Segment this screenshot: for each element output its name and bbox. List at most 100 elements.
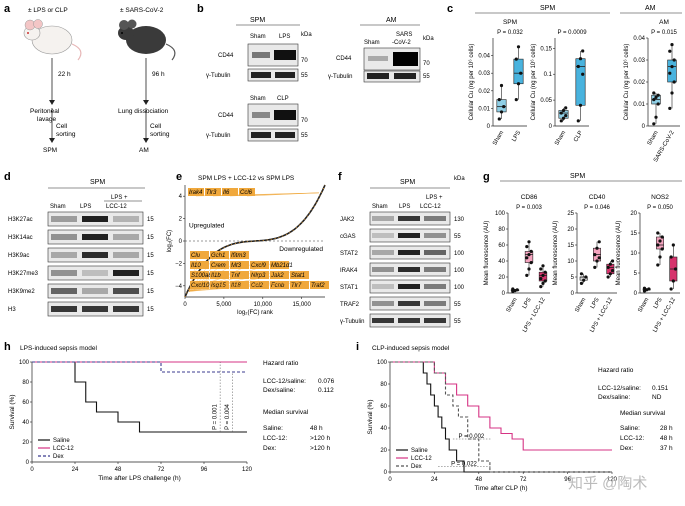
- blot-protein-cd44: CD44: [218, 53, 234, 59]
- i-median-row1-label: Saline:: [620, 425, 640, 432]
- data-point: [582, 278, 586, 282]
- p-value-label: P = 0.015: [651, 30, 677, 36]
- band: [82, 234, 108, 240]
- gene-connector: [188, 280, 320, 292]
- f-lane-lps: LPS: [399, 204, 410, 210]
- gene-label: Gch1: [211, 253, 225, 259]
- band: [372, 318, 394, 323]
- p-value-label: P = 0.004: [225, 403, 231, 429]
- gene-label: Irak4: [189, 190, 203, 196]
- gene-label-box: [222, 188, 238, 196]
- d-lane-sham: Sham: [50, 204, 66, 210]
- mw-label: 55: [454, 234, 461, 240]
- f-lane-lcc12: LCC-12: [420, 204, 441, 210]
- band: [398, 216, 420, 221]
- white-mouse-icon: [23, 19, 82, 61]
- legend-label: Dex: [53, 454, 64, 460]
- p-value-label: P = 0.022: [451, 462, 477, 468]
- band: [82, 216, 108, 222]
- panel-h-title: LPS-induced sepsis model: [20, 345, 98, 352]
- data-point: [576, 64, 580, 69]
- panel-letter-b: b: [197, 3, 204, 15]
- data-point: [608, 272, 612, 276]
- panel-letter-i: i: [356, 341, 359, 353]
- data-point: [654, 95, 658, 99]
- h-hazard-row1-value: 0.076: [318, 378, 335, 385]
- data-point: [647, 287, 651, 291]
- band: [424, 318, 446, 323]
- y-tick-label: 0.03: [478, 71, 490, 77]
- y-tick-label: 20: [380, 448, 387, 454]
- band: [372, 216, 394, 221]
- blot-row-label: H3: [8, 307, 16, 313]
- band: [398, 267, 420, 272]
- data-point: [668, 71, 672, 75]
- band: [113, 288, 139, 294]
- upregulated-label: Upregulated: [189, 223, 225, 230]
- f-kda: kDa: [454, 176, 465, 182]
- data-point: [610, 259, 615, 263]
- band: [372, 250, 394, 255]
- y-tick-label: 100: [19, 360, 30, 366]
- p-value-label: P = 0.003: [516, 205, 542, 211]
- data-point: [539, 285, 543, 289]
- p-value-label: P = 0.0009: [557, 30, 587, 36]
- watermark: 知乎 @陶术: [568, 475, 647, 492]
- panel-a-schematic: a ± LPS or CLP ± SARS-CoV-2 22 h Periton…: [4, 3, 176, 154]
- y-tick-label: 0.03: [633, 58, 645, 64]
- gene-label-box: [250, 271, 269, 279]
- panel-h-survival-chart: 0 20 40 60 80 100 0 24 48 72 96 120 Survival (%) Time…: [9, 360, 253, 482]
- y-axis-label: Survival (%): [367, 399, 374, 434]
- band: [113, 306, 139, 312]
- data-point: [527, 267, 531, 271]
- h-median-row1-value: 48 h: [310, 425, 323, 432]
- category-label: CLP: [573, 130, 584, 143]
- box: [667, 59, 677, 83]
- data-point: [559, 119, 563, 123]
- legend-label: LCC-12: [411, 456, 432, 462]
- chart-title: NOS2: [651, 194, 669, 201]
- right-time-label: 96 h: [152, 71, 165, 78]
- gene-label-box: [310, 281, 329, 289]
- y-tick-label: 0: [634, 291, 638, 297]
- gene-label: Fcnb: [271, 283, 285, 289]
- d-lane-lps: LPS: [80, 204, 91, 210]
- gene-label-box: [190, 261, 209, 269]
- data-point: [606, 265, 610, 269]
- loading-label-1: γ-Tubulin: [206, 73, 230, 79]
- panel-c-header-am: AM: [645, 5, 656, 12]
- panel-e-rank-plot: 4 2 0 −2 −4 0 5,000 10,000 15,000 log₂(FC) log₂(FC…: [167, 184, 329, 316]
- y-tick-label: 10: [630, 251, 637, 257]
- y-tick-label: 4: [179, 194, 183, 200]
- band: [398, 318, 420, 323]
- panel-f-header: SPM: [400, 179, 415, 186]
- gene-label: S100a8: [191, 273, 212, 279]
- mw-label: 100: [454, 268, 465, 274]
- gene-label-box: [290, 281, 309, 289]
- data-point: [658, 239, 662, 243]
- panel-g-chart-cd40: 0 5 10 15 20 25 Mean fluorescence (AU) CD40 P = …: [553, 194, 617, 334]
- panel-letter-h: h: [4, 341, 11, 353]
- mw-70-3: 70: [423, 61, 430, 67]
- data-point: [514, 57, 518, 61]
- mw-label: 100: [454, 251, 465, 257]
- data-point: [658, 255, 662, 259]
- lane-sham: Sham: [250, 34, 266, 40]
- data-point: [672, 58, 676, 62]
- mw-70-2: 70: [301, 118, 308, 124]
- y-tick-label: 0: [642, 124, 646, 130]
- band: [51, 288, 77, 294]
- chart-title: AM: [659, 19, 669, 26]
- data-point: [669, 255, 673, 259]
- data-point: [527, 240, 531, 244]
- data-point: [564, 114, 568, 118]
- band: [113, 234, 139, 240]
- mw-label: 15: [147, 289, 154, 295]
- y-axis-label: Mean fluorescence (AU): [484, 221, 490, 286]
- gene-label: Il6: [223, 190, 230, 196]
- right-step1: Lung dissociation: [118, 108, 169, 115]
- data-point: [516, 82, 521, 86]
- y-tick-label: 5: [634, 271, 638, 277]
- band: [424, 267, 446, 272]
- gene-label: Il10: [191, 263, 201, 269]
